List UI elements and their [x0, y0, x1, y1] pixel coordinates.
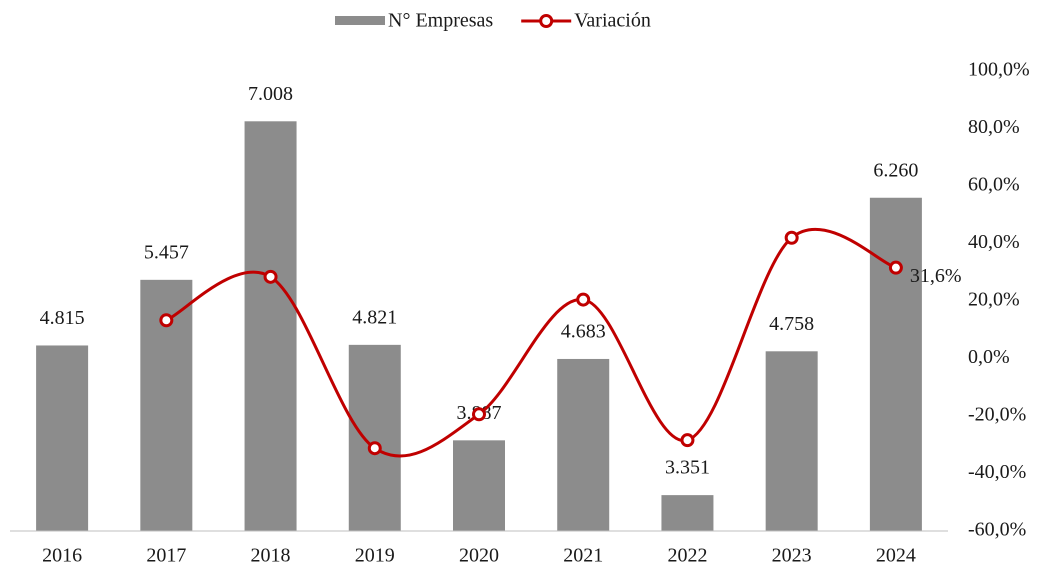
x-tick-label: 2024 — [876, 545, 916, 567]
data-label: 31,6% — [910, 265, 962, 287]
x-tick-label: 2017 — [146, 545, 186, 567]
line-marker — [159, 313, 174, 328]
bar — [36, 345, 89, 531]
data-label: 6.260 — [873, 159, 918, 181]
line-marker — [680, 433, 695, 448]
bar — [244, 121, 297, 531]
legend-swatch — [335, 16, 385, 25]
y2-tick-label: -60,0% — [968, 519, 1026, 541]
line-marker — [784, 230, 799, 245]
y2-tick-label: -20,0% — [968, 404, 1026, 426]
legend-swatch-marker — [539, 14, 554, 28]
data-label: 4.683 — [561, 321, 606, 343]
bar — [869, 197, 922, 531]
x-tick-label: 2021 — [563, 545, 603, 567]
x-tick-label: 2022 — [667, 545, 707, 567]
x-tick-label: 2019 — [355, 545, 395, 567]
data-label: 4.815 — [40, 307, 85, 329]
x-tick-label: 2020 — [459, 545, 499, 567]
y2-tick-label: 80,0% — [968, 116, 1020, 138]
y2-tick-label: 100,0% — [968, 59, 1030, 81]
line-marker — [367, 441, 382, 456]
x-tick-label: 2016 — [42, 545, 82, 567]
y2-tick-label: 20,0% — [968, 289, 1020, 311]
data-label: 4.821 — [352, 306, 397, 328]
bar — [765, 351, 818, 531]
legend-label: Variación — [574, 10, 651, 32]
data-label: 7.008 — [248, 83, 293, 105]
data-label: 5.457 — [144, 241, 189, 263]
y2-tick-label: 0,0% — [968, 346, 1010, 368]
y2-tick-label: -40,0% — [968, 461, 1026, 483]
data-label: 4.758 — [769, 313, 814, 335]
bar — [661, 495, 714, 531]
line — [165, 228, 897, 458]
bar — [453, 440, 505, 531]
line-marker — [888, 260, 903, 275]
data-label: 3.351 — [665, 457, 710, 479]
x-tick-label: 2023 — [772, 545, 812, 567]
bar — [557, 358, 610, 531]
line-marker — [472, 407, 486, 422]
line-marker — [576, 292, 591, 307]
y2-tick-label: 40,0% — [968, 231, 1020, 253]
line-marker — [263, 269, 278, 284]
x-tick-label: 2018 — [251, 545, 291, 567]
y2-tick-label: 60,0% — [968, 174, 1020, 196]
bar — [348, 344, 401, 531]
legend-label: N° Empresas — [388, 10, 493, 32]
